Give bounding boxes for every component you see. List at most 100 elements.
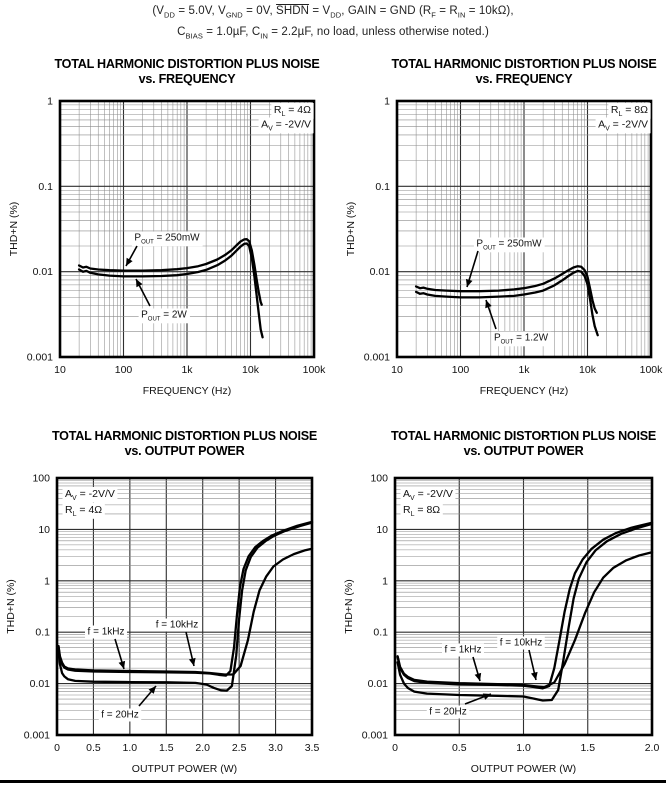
chart-title-line1: TOTAL HARMONIC DISTORTION PLUS NOISE: [391, 57, 657, 71]
curve-label: f = 10kHz: [153, 618, 201, 667]
curve-label-text: POUT = 250mW: [134, 233, 200, 246]
x-tick-label: 0.5: [452, 742, 467, 754]
x-tick-label: 2.0: [645, 742, 660, 754]
x-tick-label: 1k: [518, 364, 530, 376]
chart-title-line1: TOTAL HARMONIC DISTORTION PLUS NOISE: [54, 57, 320, 71]
annotation-line: AV = -2V/V: [403, 488, 453, 502]
plot-frame: [58, 99, 316, 359]
label-bg: [85, 625, 127, 639]
label-bg: [153, 618, 201, 632]
arrowhead: [136, 279, 143, 288]
chart-title-line2: vs. FREQUENCY: [475, 71, 573, 86]
annotation: AV = -2V/V RL = 4Ω: [62, 487, 118, 519]
arrowhead: [482, 693, 491, 700]
label-bg: [62, 503, 105, 519]
chart-title-thd-vs-freq-4ohm: TOTAL HARMONIC DISTORTION PLUS NOISE vs.…: [20, 57, 354, 86]
curve-label: POUT = 1.2W: [485, 299, 552, 347]
annotation-line: AV = -2V/V: [261, 119, 311, 133]
y-tick-label: 10: [376, 524, 388, 536]
x-tick-label: 1.5: [580, 742, 595, 754]
annotation-line: RL = 8Ω: [403, 504, 440, 518]
series-POUT=1.2W: [414, 269, 599, 337]
annotation: AV = -2V/V RL = 8Ω: [400, 487, 456, 519]
chart-title-line1: TOTAL HARMONIC DISTORTION PLUS NOISE: [390, 429, 657, 443]
chart-title-line2: vs. OUTPUT POWER: [463, 443, 584, 458]
label-bg: [442, 643, 484, 657]
annotation-line: AV = -2V/V: [65, 488, 115, 502]
chart-title-thd-vs-power-8ohm: TOTAL HARMONIC DISTORTION PLUS NOISE vs.…: [357, 429, 666, 458]
x-tick-label: 10k: [242, 364, 260, 376]
y-axis-title: THD+N (%): [5, 579, 17, 634]
curve-label-text: f = 10kHz: [156, 620, 199, 631]
chart-thd-vs-power-4ohm: 0 0.5 1.0 1.5 2.0 2.5 3.0 3.5 100 10 1 0.1 0.01 0.001…: [5, 473, 319, 776]
arrowhead: [118, 660, 126, 669]
series-f=10kHz: [57, 547, 314, 676]
y-tick-label: 100: [370, 473, 388, 485]
x-axis-title: FREQUENCY (Hz): [480, 385, 568, 397]
series-f=1kHz: [57, 520, 314, 677]
curve-label-text: POUT = 1.2W: [494, 333, 549, 346]
arrowhead: [474, 672, 482, 681]
x-axis-title: FREQUENCY (Hz): [143, 385, 231, 397]
x-tick-label: 10: [54, 364, 66, 376]
series-f=1kHz: [396, 521, 654, 690]
y-axis-title: THD+N (%): [343, 579, 355, 634]
label-bg: [400, 503, 443, 519]
annotation-line: RL = 4Ω: [274, 104, 311, 118]
footer-rule: [0, 780, 666, 783]
label-bg: [98, 708, 142, 722]
label-bg: [473, 237, 545, 253]
chart-thd-vs-power-8ohm: 0 0.5 1.0 1.5 2.0 100 10 1 0.1 0.01 0.001 OUTPUT PO…: [343, 473, 659, 776]
y-tick-label: 1: [384, 96, 390, 108]
y-tick-label: 0.1: [373, 627, 388, 639]
plot-frame: [55, 476, 314, 737]
x-tick-label: 1.0: [123, 742, 138, 754]
curve-label: POUT = 2W: [135, 278, 190, 324]
annotation-line: AV = -2V/V: [598, 119, 648, 133]
series-POUT=250mW: [414, 265, 598, 314]
curve-label: f = 1kHz: [85, 625, 127, 670]
arrowhead: [148, 686, 156, 694]
x-tick-label: 2.0: [195, 742, 210, 754]
curve-label-text: f = 1kHz: [88, 627, 125, 638]
curve-label-text: f = 10kHz: [500, 638, 543, 649]
chart-title-thd-vs-power-4ohm: TOTAL HARMONIC DISTORTION PLUS NOISE vs.…: [18, 429, 351, 458]
x-tick-label: 100k: [303, 364, 327, 376]
grid: [396, 100, 652, 358]
x-tick-label: 1.5: [159, 742, 174, 754]
y-tick-label: 1: [382, 575, 388, 587]
x-axis-title: OUTPUT POWER (W): [471, 763, 576, 775]
y-tick-label: 0.001: [362, 730, 388, 742]
curve-label-text: f = 20Hz: [101, 710, 139, 721]
curve-label-text: f = 20Hz: [429, 707, 467, 718]
y-tick-label: 100: [32, 473, 50, 485]
curve-label-text: POUT = 250mW: [476, 239, 542, 252]
y-axis-title: THD+N (%): [345, 202, 357, 257]
x-tick-label: 10: [391, 364, 403, 376]
arrowhead: [126, 257, 133, 266]
curve-label: POUT = 250mW: [465, 237, 545, 288]
curve-label: f = 20Hz: [98, 685, 157, 722]
label-bg: [426, 705, 470, 719]
curve-label: f = 10kHz: [497, 636, 545, 681]
x-tick-label: 0.5: [86, 742, 101, 754]
label-bg: [131, 231, 203, 247]
y-tick-label: 0.1: [38, 181, 53, 193]
arrowhead: [465, 278, 473, 287]
y-tick-label: 10: [38, 524, 50, 536]
curve-label: f = 20Hz: [426, 693, 492, 719]
label-bg: [497, 636, 545, 650]
x-tick-label: 0: [54, 742, 60, 754]
x-tick-label: 3.5: [305, 742, 320, 754]
y-tick-label: 0.001: [27, 352, 53, 364]
test-conditions-line2: CBIAS = 1.0µF, CIN = 2.2µF, no load, unl…: [177, 25, 489, 41]
label-bg: [62, 487, 118, 503]
grid: [59, 100, 315, 358]
label-bg: [595, 117, 651, 134]
y-tick-label: 0.001: [364, 352, 390, 364]
y-tick-label: 0.1: [35, 627, 50, 639]
chart-thd-vs-freq-4ohm: 10 100 1k 10k 100k 1 0.1 0.01 0.001 FREQUENCY (Hz…: [8, 96, 326, 398]
